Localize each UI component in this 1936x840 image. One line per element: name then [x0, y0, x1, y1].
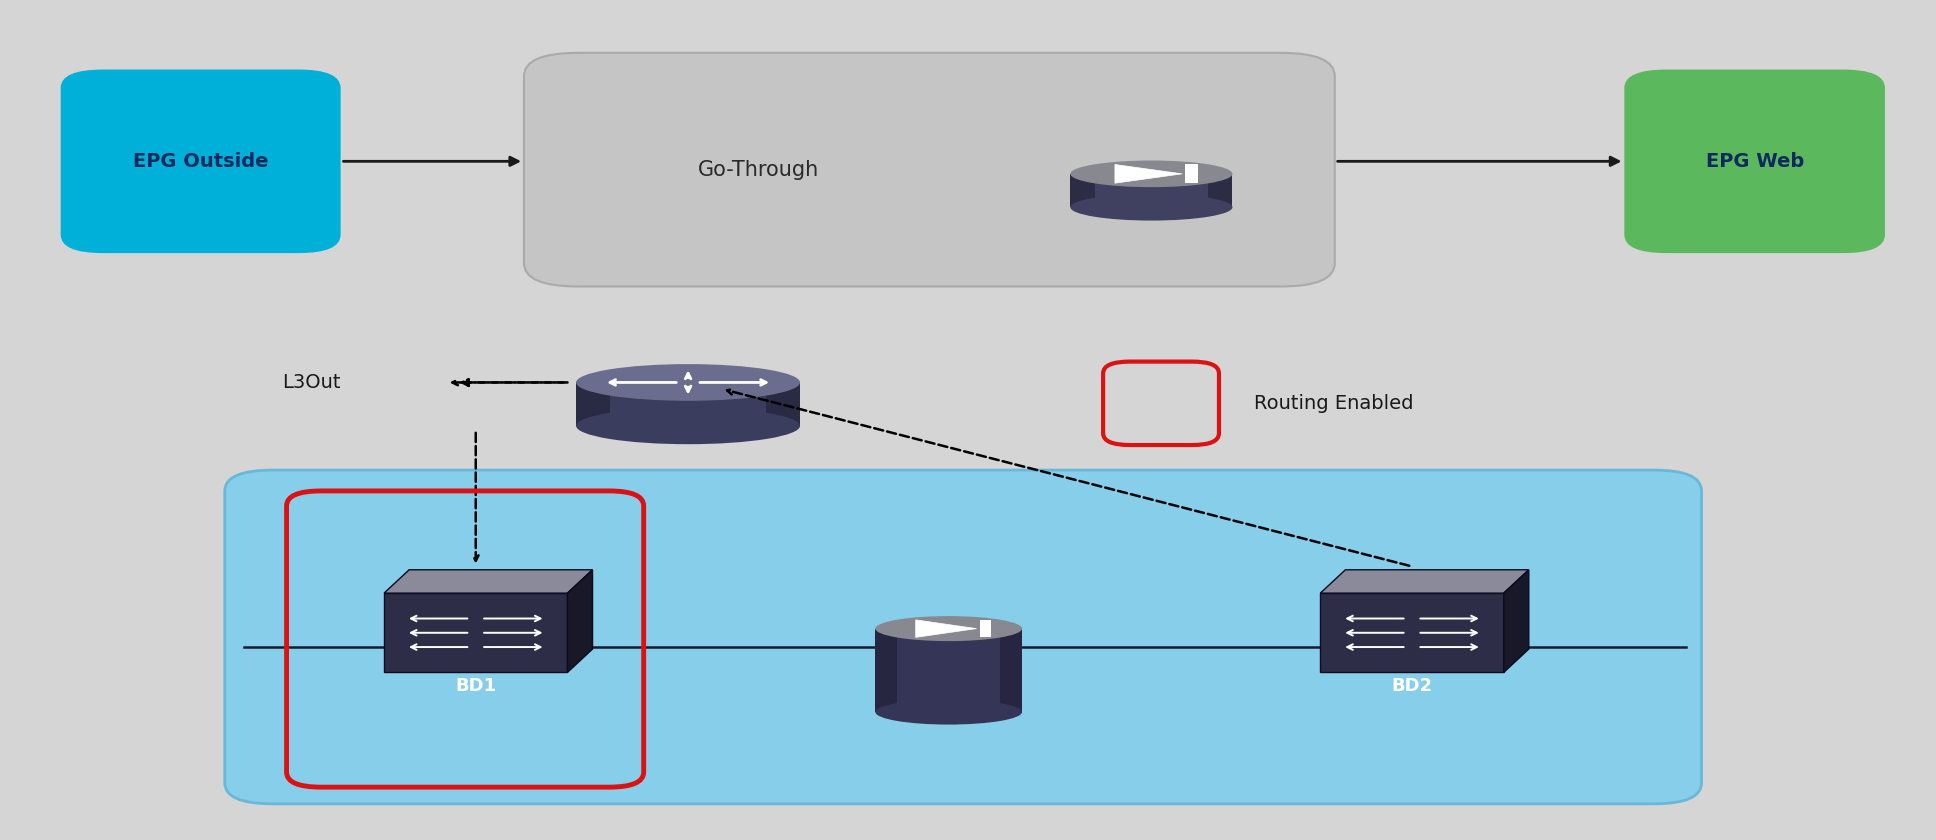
- Bar: [577, 382, 800, 426]
- Polygon shape: [1504, 570, 1529, 672]
- Polygon shape: [916, 620, 976, 638]
- Polygon shape: [767, 382, 800, 426]
- Polygon shape: [577, 382, 610, 426]
- Bar: [875, 628, 1022, 712]
- FancyBboxPatch shape: [60, 70, 341, 253]
- Polygon shape: [567, 570, 592, 672]
- Polygon shape: [1115, 165, 1183, 183]
- Ellipse shape: [875, 700, 1022, 725]
- FancyBboxPatch shape: [1624, 70, 1886, 253]
- Polygon shape: [1208, 174, 1233, 207]
- Ellipse shape: [577, 407, 800, 444]
- Text: Go-Through: Go-Through: [697, 160, 819, 180]
- Polygon shape: [1071, 174, 1094, 207]
- FancyBboxPatch shape: [525, 53, 1334, 286]
- Bar: [980, 620, 991, 638]
- FancyBboxPatch shape: [225, 470, 1702, 804]
- Text: BD1: BD1: [455, 676, 496, 695]
- Bar: [383, 593, 567, 672]
- Ellipse shape: [1071, 194, 1233, 221]
- Polygon shape: [1001, 628, 1022, 712]
- Ellipse shape: [1071, 160, 1233, 187]
- Ellipse shape: [577, 364, 800, 401]
- Text: Routing Enabled: Routing Enabled: [1255, 394, 1413, 412]
- Polygon shape: [875, 628, 898, 712]
- Text: EPG Web: EPG Web: [1706, 152, 1804, 171]
- Bar: [1185, 165, 1198, 183]
- Text: BD2: BD2: [1392, 676, 1433, 695]
- Bar: [1071, 174, 1233, 207]
- Ellipse shape: [875, 616, 1022, 641]
- Text: EPG Outside: EPG Outside: [134, 152, 269, 171]
- Text: L3Out: L3Out: [283, 373, 341, 392]
- Bar: [1320, 593, 1504, 672]
- Polygon shape: [1320, 570, 1529, 593]
- Polygon shape: [383, 570, 592, 593]
